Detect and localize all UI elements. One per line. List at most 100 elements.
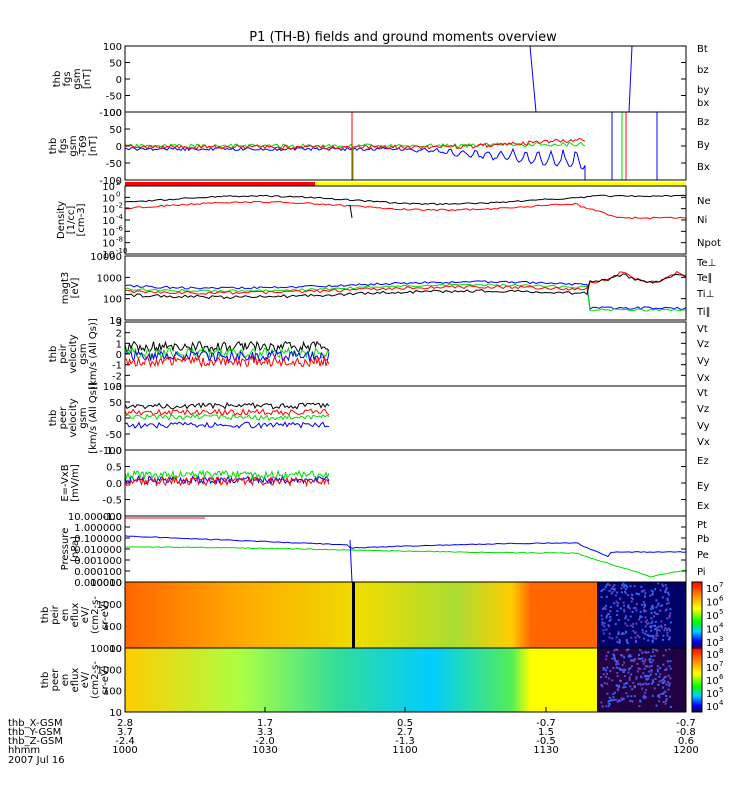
spectrogram-noise bbox=[657, 683, 660, 686]
spectrogram-noise bbox=[639, 616, 642, 619]
colorbar-label: 10 bbox=[706, 650, 719, 661]
y-tick-label: 10 bbox=[102, 227, 115, 238]
ylabel-line: eflux bbox=[70, 668, 81, 693]
spectrogram-noise bbox=[605, 614, 608, 617]
spectrogram-noise bbox=[617, 602, 620, 605]
spectrogram-noise bbox=[622, 686, 625, 689]
x-axis: thb_X-GSM 2.8 1.7 0.5 -0.7 -0.7 thb_Y-GSM 3.7 3.… bbox=[8, 707, 699, 766]
ylabel-line: peir bbox=[58, 343, 69, 363]
spectrogram bbox=[125, 648, 597, 712]
colorbar-exponent: 4 bbox=[719, 699, 724, 707]
x-row-label: thb_Y-GSM bbox=[8, 727, 61, 738]
y-tick-exponent: -2 bbox=[116, 202, 123, 210]
spectrogram-noise bbox=[616, 591, 619, 594]
spectrogram-noise bbox=[649, 673, 652, 676]
spectrogram-noise bbox=[628, 607, 631, 610]
spectrogram-noise bbox=[669, 667, 672, 670]
legend-temperature: Te⊥ bbox=[696, 258, 716, 269]
spectrogram-noise bbox=[613, 656, 616, 659]
spectrogram-noise bbox=[659, 667, 662, 670]
spectrogram-noise bbox=[624, 588, 627, 591]
spectrogram-noise bbox=[642, 610, 645, 613]
y-tick-label: 0.0 bbox=[106, 479, 122, 490]
plot-area bbox=[125, 469, 330, 488]
ylabel-line: thb bbox=[48, 138, 59, 155]
spectrogram-noise bbox=[600, 614, 603, 617]
legend-peer_velocity: Vx bbox=[697, 437, 710, 448]
y-tick-label: 10000 bbox=[90, 252, 122, 263]
ylabel-line: eflux bbox=[70, 603, 81, 628]
x-row-value: 2.8 bbox=[117, 718, 133, 729]
spectrogram-noise bbox=[654, 628, 657, 631]
x-row-value: 1030 bbox=[252, 745, 277, 756]
spectrogram-noise bbox=[666, 631, 669, 634]
spectrogram-noise bbox=[617, 662, 620, 665]
spectrogram-noise bbox=[600, 596, 603, 599]
spectrogram-noise bbox=[632, 607, 635, 610]
spectrogram-noise bbox=[601, 618, 604, 621]
ylabel-line: [mV/m] bbox=[70, 464, 81, 502]
spectrogram-noise bbox=[616, 610, 619, 613]
spectrogram-noise bbox=[606, 682, 609, 685]
series-pe bbox=[125, 546, 686, 578]
y-tick-label: 10 bbox=[102, 239, 115, 250]
y-tick-label: 100 bbox=[103, 382, 122, 393]
spectrogram-noise bbox=[630, 659, 633, 662]
spectrogram-noise bbox=[638, 682, 641, 685]
spectrogram-noise bbox=[660, 625, 663, 628]
y-tick-label: 0.001000 bbox=[74, 556, 122, 567]
series-pi bbox=[125, 535, 686, 558]
legend-fgs: bz bbox=[697, 65, 709, 76]
y-tick-label: 1.000000 bbox=[74, 523, 122, 534]
spectrogram-noise bbox=[612, 666, 615, 669]
spectrogram-noise bbox=[639, 649, 642, 652]
y-tick-exponent: 0 bbox=[116, 190, 120, 198]
spectrogram-noise bbox=[627, 606, 630, 609]
spectrogram-noise bbox=[601, 705, 604, 708]
panel-frame bbox=[124, 111, 687, 181]
panel-frame bbox=[124, 45, 687, 113]
spectrogram-noise bbox=[656, 649, 659, 652]
panel-frame bbox=[124, 385, 687, 451]
spectrogram-noise bbox=[647, 622, 650, 625]
y-tick-label: -100 bbox=[99, 108, 122, 119]
spectrogram-noise bbox=[613, 691, 616, 694]
spectrogram-noise bbox=[634, 658, 637, 661]
ylabel-line: peer bbox=[58, 406, 69, 430]
spectrogram-noise bbox=[664, 591, 667, 594]
spectrogram-noise bbox=[619, 699, 622, 702]
legend-density: Npot bbox=[697, 238, 721, 249]
spectrogram-noise bbox=[610, 587, 613, 590]
colorbar-label: 10 bbox=[706, 663, 719, 674]
panel-frame bbox=[124, 515, 687, 583]
y-tick-label: 10 bbox=[102, 216, 115, 227]
spectrogram-noise bbox=[630, 665, 633, 668]
ylabel-line: en bbox=[60, 674, 71, 687]
spectrogram-noise bbox=[605, 669, 608, 672]
spectrogram-noise bbox=[604, 607, 607, 610]
spectrogram-noise bbox=[658, 694, 661, 697]
y-tick-label: 0 bbox=[116, 350, 122, 361]
colorbar-exponent: 3 bbox=[719, 635, 723, 643]
spectrogram-noise bbox=[627, 618, 630, 621]
spectrogram-noise bbox=[664, 583, 667, 586]
spectrogram-noise bbox=[635, 677, 638, 680]
ylabel-line: velocity bbox=[68, 334, 79, 373]
legend-peer_velocity: Vt bbox=[697, 388, 708, 399]
spectrogram bbox=[125, 582, 597, 648]
spectrogram-noise bbox=[629, 624, 632, 627]
legend-pressure: Pb bbox=[697, 534, 709, 545]
spectrogram-noise bbox=[621, 698, 624, 701]
spectrogram-noise bbox=[654, 648, 657, 651]
spectrogram-noise bbox=[644, 604, 647, 607]
legend-fgs: Bt bbox=[697, 44, 708, 55]
y-tick-label: 1000 bbox=[97, 665, 122, 676]
ylabel-line: en bbox=[60, 609, 71, 622]
plot-area bbox=[125, 517, 686, 582]
spectrogram-noise bbox=[648, 658, 651, 661]
spectrogram-noise bbox=[603, 625, 606, 628]
spectrogram-noise bbox=[658, 629, 661, 632]
x-row-value: 3.3 bbox=[257, 727, 273, 738]
spectrogram-noise bbox=[601, 623, 604, 626]
panel-frame bbox=[124, 449, 687, 517]
